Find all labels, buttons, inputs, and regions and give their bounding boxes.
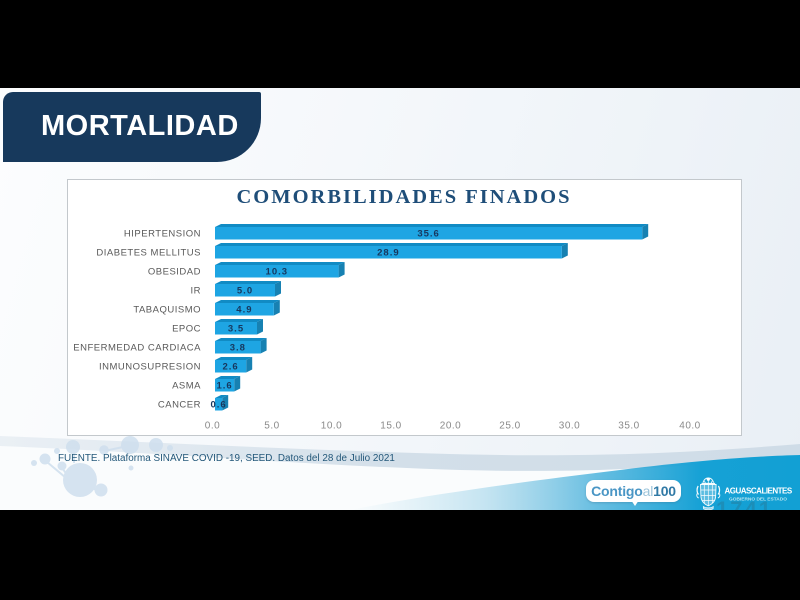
svg-text:35.0: 35.0 <box>618 421 639 432</box>
svg-text:10.0: 10.0 <box>321 421 342 432</box>
svg-text:CANCER: CANCER <box>158 400 201 411</box>
svg-text:0.0: 0.0 <box>205 421 220 432</box>
svg-text:COMORBILIDADES FINADOS: COMORBILIDADES FINADOS <box>236 186 571 208</box>
svg-text:2.6: 2.6 <box>222 362 238 373</box>
svg-text:28.9: 28.9 <box>377 248 400 259</box>
svg-text:20.0: 20.0 <box>440 421 461 432</box>
svg-text:INMUNOSUPRESION: INMUNOSUPRESION <box>99 362 201 373</box>
svg-text:25.0: 25.0 <box>499 421 520 432</box>
svg-text:30.0: 30.0 <box>559 421 580 432</box>
svg-text:EPOC: EPOC <box>172 324 201 335</box>
svg-text:TABAQUISMO: TABAQUISMO <box>133 305 201 316</box>
svg-text:IR: IR <box>191 286 202 297</box>
svg-text:3.8: 3.8 <box>230 343 246 354</box>
svg-text:HIPERTENSION: HIPERTENSION <box>124 229 201 240</box>
svg-text:15.0: 15.0 <box>380 421 401 432</box>
svg-text:ASMA: ASMA <box>172 381 201 392</box>
svg-text:ENFERMEDAD CARDIACA: ENFERMEDAD CARDIACA <box>73 343 201 354</box>
svg-text:40.0: 40.0 <box>679 421 700 432</box>
svg-text:1.6: 1.6 <box>216 381 232 392</box>
svg-text:GOBIERNO DEL ESTADO: GOBIERNO DEL ESTADO <box>729 497 787 503</box>
svg-text:OBESIDAD: OBESIDAD <box>148 267 201 278</box>
svg-text:5.0: 5.0 <box>264 421 279 432</box>
svg-text:5.0: 5.0 <box>237 286 253 297</box>
svg-text:4.9: 4.9 <box>236 305 252 316</box>
svg-text:10.3: 10.3 <box>266 267 289 278</box>
svg-text:0.6: 0.6 <box>210 400 226 411</box>
svg-text:DIABETES MELLITUS: DIABETES MELLITUS <box>96 248 201 259</box>
svg-text:AGUASCALIENTES: AGUASCALIENTES <box>725 487 793 496</box>
svg-text:35.6: 35.6 <box>417 229 440 240</box>
svg-text:3.5: 3.5 <box>228 324 244 335</box>
